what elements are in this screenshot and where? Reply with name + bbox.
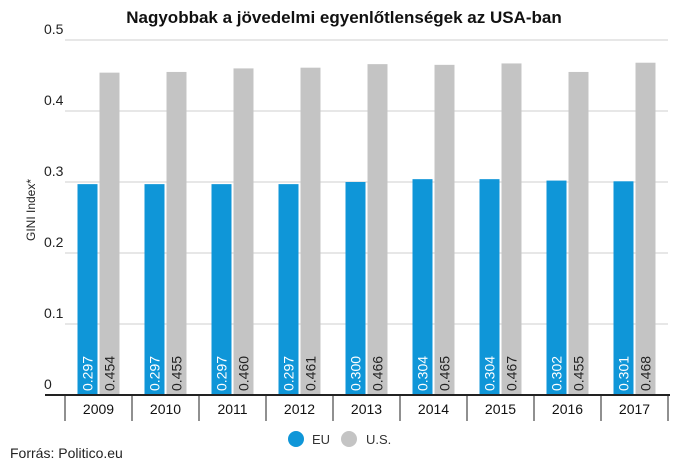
bar-eu-2013 [345, 182, 366, 395]
legend-label-eu: EU [312, 432, 330, 447]
y-tick-label: 0.4 [44, 92, 64, 108]
data-label-eu-2016: 0.302 [549, 356, 565, 391]
data-label-eu-2012: 0.297 [281, 356, 297, 391]
bar-us-2016 [568, 71, 589, 395]
bar-us-2011 [233, 68, 254, 396]
x-tick-label: 2014 [418, 401, 449, 417]
bar-us-2013 [367, 64, 388, 395]
gridlines [65, 39, 668, 325]
data-label-us-2014: 0.465 [437, 356, 453, 391]
data-label-eu-2014: 0.304 [415, 356, 431, 391]
data-label-us-2017: 0.468 [638, 356, 654, 391]
y-axis-label: GINI Index* [24, 179, 38, 241]
data-label-us-2016: 0.455 [571, 356, 587, 391]
bar-us-2014 [434, 64, 455, 395]
data-label-eu-2017: 0.301 [616, 356, 632, 391]
legend-swatch-us [341, 431, 357, 447]
x-tick-label: 2016 [552, 401, 583, 417]
bar-us-2017 [635, 62, 656, 395]
x-tick-label: 2015 [485, 401, 516, 417]
bar-eu-2015 [479, 179, 500, 395]
x-tick-label: 2017 [619, 401, 650, 417]
bar-us-2012 [300, 67, 321, 395]
data-label-eu-2015: 0.304 [482, 356, 498, 391]
chart-title: Nagyobbak a jövedelmi egyenlőtlenségek a… [126, 8, 562, 27]
x-tick-label: 2009 [83, 401, 114, 417]
data-label-us-2015: 0.467 [504, 356, 520, 391]
x-tick-label: 2012 [284, 401, 315, 417]
x-tick-label: 2010 [150, 401, 181, 417]
y-tick-label: 0.5 [44, 21, 64, 37]
data-label-us-2013: 0.466 [370, 356, 386, 391]
data-label-eu-2009: 0.297 [80, 356, 96, 391]
bar-eu-2016 [546, 180, 567, 395]
legend-swatch-eu [288, 431, 304, 447]
y-axis-ticks: 0 0.1 0.2 0.3 0.4 0.5 [44, 21, 64, 392]
y-tick-label: 0.3 [44, 163, 64, 179]
source-note: Forrás: Politico.eu [10, 445, 123, 461]
bar-us-2015 [501, 63, 522, 396]
data-label-eu-2010: 0.297 [147, 356, 163, 391]
legend-label-us: U.S. [366, 432, 391, 447]
bar-eu-2010 [144, 184, 165, 395]
data-label-us-2012: 0.461 [303, 356, 319, 391]
data-label-eu-2013: 0.300 [348, 356, 364, 391]
bar-eu-2011 [211, 184, 232, 395]
data-label-us-2010: 0.455 [169, 356, 185, 391]
bar-eu-2017 [613, 181, 634, 395]
bar-us-2010 [166, 71, 187, 395]
x-tick-label: 2011 [217, 401, 247, 417]
bar-us-2009 [99, 72, 120, 395]
data-label-us-2011: 0.460 [236, 356, 252, 391]
x-tick-label: 2013 [351, 401, 382, 417]
bar-eu-2009 [77, 184, 98, 395]
legend: EU U.S. [288, 431, 391, 447]
y-tick-label: 0 [44, 376, 52, 392]
y-tick-label: 0.1 [44, 305, 64, 321]
bars: 0.297 0.454 0.297 0.455 0.297 0.460 0.297 0.461… [77, 62, 656, 396]
bar-eu-2014 [412, 179, 433, 395]
data-label-us-2009: 0.454 [102, 356, 118, 391]
data-label-eu-2011: 0.297 [214, 356, 230, 391]
y-tick-label: 0.2 [44, 234, 64, 250]
bar-eu-2012 [278, 184, 299, 395]
x-axis: 2009 2010 2011 2012 2013 2014 2015 2016 2017 [45, 394, 670, 421]
